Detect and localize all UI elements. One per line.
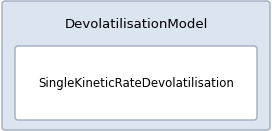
Text: SingleKineticRateDevolatilisation: SingleKineticRateDevolatilisation (38, 77, 234, 89)
FancyBboxPatch shape (2, 1, 270, 130)
FancyBboxPatch shape (15, 46, 257, 120)
Text: DevolatilisationModel: DevolatilisationModel (64, 18, 208, 31)
